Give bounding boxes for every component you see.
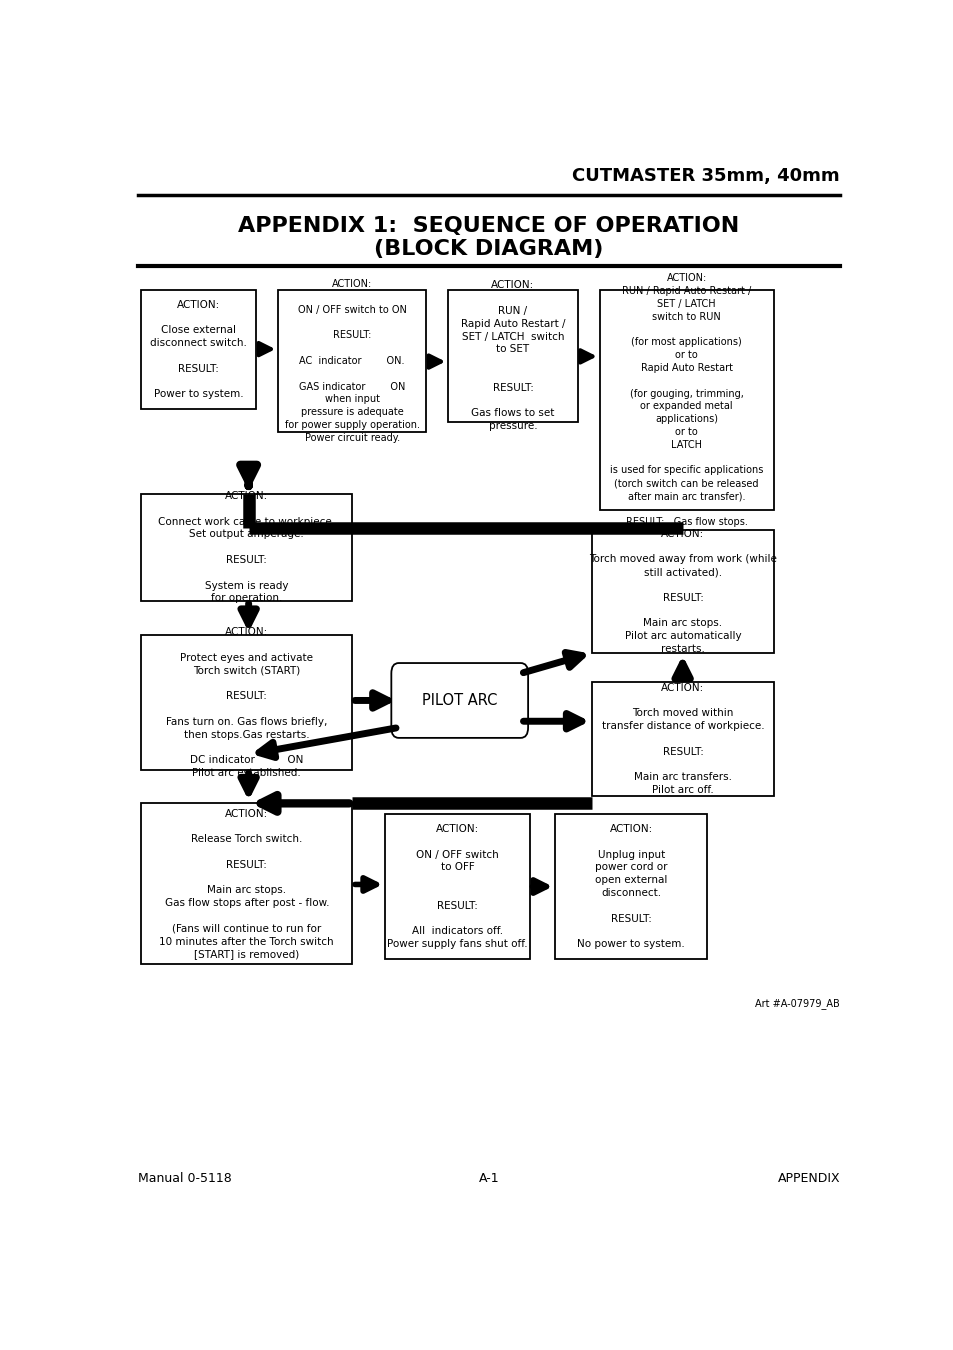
Text: ACTION:

Torch moved within
transfer distance of workpiece.

RESULT:

Main arc t: ACTION: Torch moved within transfer dist… [601,683,763,795]
FancyBboxPatch shape [592,682,773,796]
FancyBboxPatch shape [448,290,577,421]
Text: ACTION:

Release Torch switch.

RESULT:

Main arc stops.
Gas flow stops after po: ACTION: Release Torch switch. RESULT: Ma… [159,809,334,960]
Text: APPENDIX 1:  SEQUENCE OF OPERATION: APPENDIX 1: SEQUENCE OF OPERATION [238,216,739,236]
FancyBboxPatch shape [278,290,426,432]
Text: ACTION:
RUN / Rapid Auto Restart /
SET / LATCH
switch to RUN

(for most applicat: ACTION: RUN / Rapid Auto Restart / SET /… [609,274,762,526]
Text: ACTION:

ON / OFF switch
to OFF


RESULT:

All  indicators off.
Power supply fan: ACTION: ON / OFF switch to OFF RESULT: A… [387,824,527,949]
Text: ACTION:

Unplug input
power cord or
open external
disconnect.

RESULT:

No power: ACTION: Unplug input power cord or open … [577,824,684,949]
Text: Art #A-07979_AB: Art #A-07979_AB [755,998,840,1008]
FancyBboxPatch shape [555,814,706,960]
FancyBboxPatch shape [385,814,529,960]
Text: ACTION:

Torch moved away from work (while
still activated).

RESULT:

Main arc : ACTION: Torch moved away from work (whil… [588,529,776,653]
Text: ACTION:

Connect work cable to workpiece.
Set output amperage.

RESULT:

System : ACTION: Connect work cable to workpiece.… [158,491,335,603]
Text: ACTION:

ON / OFF switch to ON

RESULT:

AC  indicator        ON.

GAS indicator: ACTION: ON / OFF switch to ON RESULT: AC… [284,279,419,443]
FancyBboxPatch shape [141,634,352,770]
FancyBboxPatch shape [141,494,352,601]
Text: ACTION:

RUN /
Rapid Auto Restart /
SET / LATCH  switch
to SET


RESULT:

Gas fl: ACTION: RUN / Rapid Auto Restart / SET /… [460,281,564,431]
Text: ACTION:

Protect eyes and activate
Torch switch (START)

RESULT:

Fans turn on. : ACTION: Protect eyes and activate Torch … [166,628,327,778]
FancyBboxPatch shape [391,663,528,738]
Text: PILOT ARC: PILOT ARC [421,693,497,707]
FancyBboxPatch shape [599,290,773,510]
Text: (BLOCK DIAGRAM): (BLOCK DIAGRAM) [374,239,603,259]
FancyBboxPatch shape [141,803,352,964]
Text: APPENDIX: APPENDIX [777,1172,840,1185]
Text: CUTMASTER 35mm, 40mm: CUTMASTER 35mm, 40mm [572,167,840,185]
Text: Manual 0-5118: Manual 0-5118 [137,1172,232,1185]
FancyBboxPatch shape [141,290,255,409]
Text: ACTION:

Close external
disconnect switch.

RESULT:

Power to system.: ACTION: Close external disconnect switch… [151,300,247,400]
Text: A-1: A-1 [478,1172,498,1185]
FancyBboxPatch shape [592,531,773,652]
